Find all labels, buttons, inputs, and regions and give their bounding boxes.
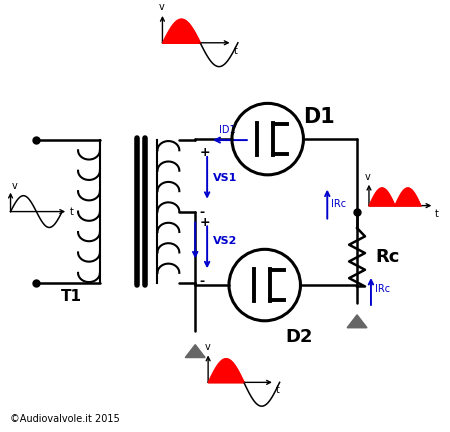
Text: ©Audiovalvole.it 2015: ©Audiovalvole.it 2015 [9,414,119,424]
Text: t: t [276,385,280,395]
Text: t: t [234,46,238,56]
Text: VS1: VS1 [213,173,238,183]
Text: -: - [199,275,204,288]
Text: +: + [199,216,210,229]
Text: IRc: IRc [331,199,346,209]
Text: Rc: Rc [375,248,399,266]
Text: VS2: VS2 [213,236,238,246]
Polygon shape [185,345,205,358]
Text: ID1: ID1 [219,125,235,135]
Text: v: v [12,181,17,191]
Text: -: - [199,206,204,219]
Text: T1: T1 [61,289,81,305]
Text: v: v [204,342,210,352]
Text: t: t [434,209,438,219]
Text: v: v [158,2,164,12]
Text: D2: D2 [286,328,313,346]
Text: t: t [70,206,74,216]
Polygon shape [347,315,367,328]
Text: D1: D1 [303,107,335,127]
Text: +: + [199,146,210,159]
Text: IRc: IRc [375,284,390,294]
Text: v: v [365,172,371,182]
